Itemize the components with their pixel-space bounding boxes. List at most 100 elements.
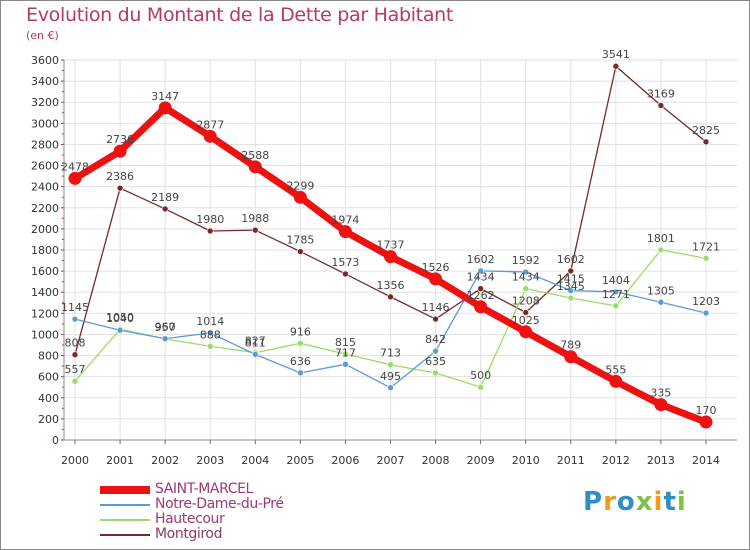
data-point xyxy=(387,384,394,392)
data-point xyxy=(432,369,439,377)
data-label: 1592 xyxy=(512,254,540,267)
x-tick-label: 2002 xyxy=(151,454,179,467)
data-label: 1271 xyxy=(602,288,630,301)
logo-letter: i xyxy=(653,487,664,517)
data-label: 1526 xyxy=(422,261,450,274)
x-tick-label: 2004 xyxy=(241,454,269,467)
data-label: 1345 xyxy=(557,280,585,293)
y-tick-label: 1800 xyxy=(31,244,59,257)
data-label: 2299 xyxy=(286,179,314,192)
x-tick-label: 2011 xyxy=(557,454,585,467)
legend-item: Montgirod xyxy=(100,526,400,543)
data-label: 916 xyxy=(290,325,311,338)
logo-letter: x xyxy=(635,487,654,517)
data-point xyxy=(248,160,262,174)
data-label: 1602 xyxy=(467,253,495,266)
data-label: 3147 xyxy=(151,90,179,103)
data-label: 1356 xyxy=(377,279,405,292)
data-point xyxy=(477,267,484,275)
legend-swatch xyxy=(100,519,150,521)
x-tick-label: 2014 xyxy=(692,454,720,467)
data-label: 1305 xyxy=(647,284,675,297)
data-label: 1040 xyxy=(106,312,134,325)
data-point xyxy=(116,184,124,192)
data-point xyxy=(384,250,397,264)
legend-item: SAINT-MARCEL xyxy=(100,481,400,498)
y-tick-label: 2000 xyxy=(31,223,59,236)
data-point xyxy=(522,309,530,316)
data-label: 1988 xyxy=(241,212,269,225)
data-label: 2877 xyxy=(196,118,224,131)
data-point xyxy=(342,350,349,358)
chart-title: Evolution du Montant de la Dette par Hab… xyxy=(26,4,454,26)
x-tick-label: 2009 xyxy=(467,454,495,467)
data-point xyxy=(654,398,668,412)
data-point xyxy=(71,315,79,323)
data-point xyxy=(699,415,713,429)
legend-label: Montgirod xyxy=(155,526,223,542)
data-label: 1980 xyxy=(196,213,224,226)
logo-letter: o xyxy=(616,487,636,517)
data-label: 335 xyxy=(650,387,671,400)
data-label: 1434 xyxy=(512,271,540,284)
data-point xyxy=(161,205,169,213)
logo-letter: i xyxy=(676,487,687,517)
logo-letter: r xyxy=(603,487,617,517)
data-label: 1434 xyxy=(467,271,495,284)
y-tick-label: 2600 xyxy=(31,160,59,173)
data-point xyxy=(203,129,217,143)
data-label: 957 xyxy=(155,321,176,334)
data-label: 1785 xyxy=(286,234,314,247)
legend-label: Notre-Dame-du-Pré xyxy=(155,496,284,512)
data-label: 495 xyxy=(380,370,401,383)
data-label: 500 xyxy=(470,369,491,382)
data-point xyxy=(342,361,349,368)
data-point xyxy=(251,226,259,234)
data-label: 170 xyxy=(696,404,717,417)
y-tick-label: 200 xyxy=(38,413,59,426)
data-point xyxy=(297,340,304,347)
y-tick-label: 800 xyxy=(38,350,59,363)
y-tick-label: 0 xyxy=(52,434,59,447)
data-point xyxy=(293,190,307,204)
data-point xyxy=(68,171,82,185)
y-tick-label: 3000 xyxy=(31,117,59,130)
x-tick-label: 2010 xyxy=(512,454,540,467)
data-label: 888 xyxy=(200,328,221,341)
data-label: 717 xyxy=(335,346,356,359)
x-tick-label: 2005 xyxy=(286,454,314,467)
legend-item: Notre-Dame-du-Pré xyxy=(100,496,400,513)
x-tick-label: 2001 xyxy=(106,454,134,467)
legend-item: Hautecour xyxy=(100,511,400,528)
logo-letter: P xyxy=(583,487,604,517)
data-point xyxy=(206,342,214,350)
x-tick-label: 2007 xyxy=(377,454,405,467)
logo-letter: t xyxy=(663,487,677,517)
x-tick-label: 2008 xyxy=(422,454,450,467)
data-label: 808 xyxy=(65,337,86,350)
data-point xyxy=(432,347,439,355)
data-label: 2736 xyxy=(106,133,134,146)
data-point xyxy=(113,144,127,158)
x-tick-label: 2003 xyxy=(196,454,224,467)
legend: SAINT-MARCEL Notre-Dame-du-Pré Hautecour Mo… xyxy=(100,481,400,543)
x-tick-label: 2006 xyxy=(331,454,359,467)
data-label: 811 xyxy=(245,336,266,349)
data-label: 842 xyxy=(425,333,446,346)
data-point xyxy=(71,377,79,385)
data-point xyxy=(477,383,484,391)
data-label: 1801 xyxy=(647,232,675,245)
data-point xyxy=(657,102,665,109)
data-point xyxy=(297,248,304,255)
data-label: 1602 xyxy=(557,253,585,266)
y-tick-label: 1200 xyxy=(31,307,59,320)
y-tick-label: 2400 xyxy=(31,181,59,194)
data-point xyxy=(702,309,710,317)
data-point xyxy=(564,350,578,364)
data-label: 1050 xyxy=(106,311,134,324)
data-label: 636 xyxy=(290,355,311,368)
legend-swatch xyxy=(100,534,150,536)
y-tick-label: 2200 xyxy=(31,202,59,215)
y-tick-label: 400 xyxy=(38,392,59,405)
